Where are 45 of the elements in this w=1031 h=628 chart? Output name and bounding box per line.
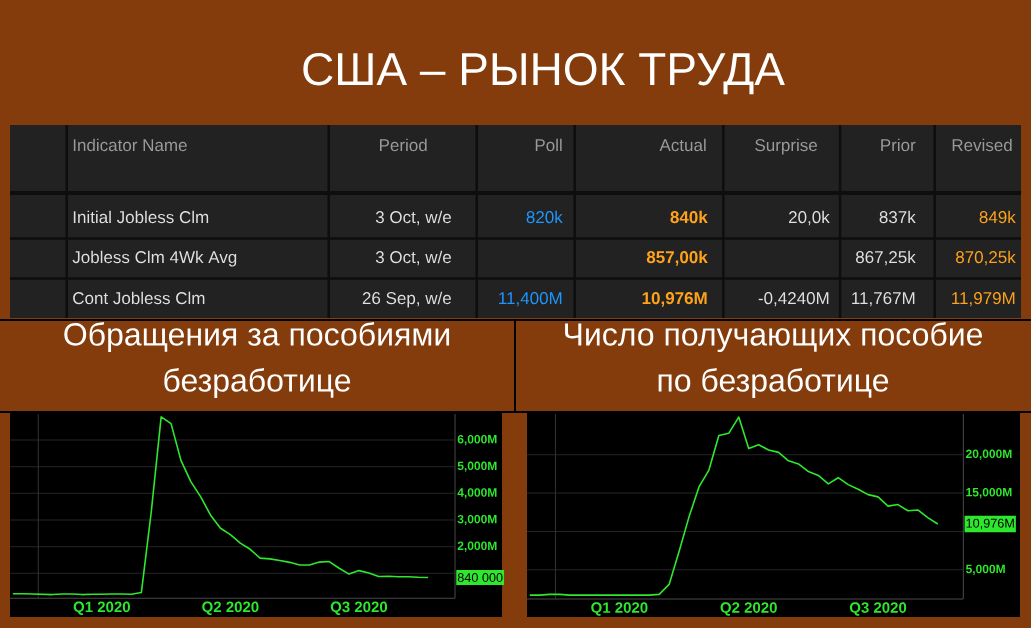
x-tick-label: Q2 2020 [720,602,777,616]
category-label: Prior [881,138,916,152]
text: 11,767M [852,292,915,307]
text: 857,00k [646,250,708,266]
text: 26 Sep, w/e [362,291,451,308]
x-tick-label: Q1 2020 [73,601,130,615]
text: 840 000 [457,573,503,583]
x-tick-label: Q2 2020 [202,601,259,615]
text: 840k [670,210,708,224]
x-tick-label: Q3 2020 [849,602,907,616]
text: 20,0k [789,210,830,226]
text: США – РЫНОК ТРУДА [303,52,785,95]
text: 11,400M [499,292,562,307]
text: 3 Oct, w/e [375,210,451,226]
text: -0,4240M [758,292,829,307]
text: 3 Oct, w/e [375,250,451,266]
chart-title: Обращения за пособиями безработице [64,321,450,399]
text: Initial Jobless Clm [73,210,209,224]
text: 849k [979,210,1016,224]
x-tick-label: Q1 2020 [591,602,648,616]
text: 10,976M [642,292,707,307]
text: 867,25k [855,250,916,266]
y-tick-label: 5,000M [457,461,497,472]
category-label: Poll [535,138,562,152]
category-label: Period [380,138,427,152]
text: 820k [526,210,563,224]
category-label: Indicator Name [73,138,187,152]
text: 870,25k [955,250,1016,266]
y-tick-label: 2,000M [457,541,497,552]
y-tick-label: 6,000M [457,434,497,446]
y-tick-label: 4,000M [457,488,497,499]
text: Jobless Clm 4Wk Avg [72,250,237,267]
text: 11,979M [952,292,1015,307]
y-tick-label: 20,000M [966,449,1012,460]
category-label: Surprise [755,138,817,155]
text: Cont Jobless Clm [73,291,205,305]
text: 10,976M [966,518,1014,530]
y-tick-label: 3,000M [457,514,497,526]
category-label: Revised [952,138,1012,152]
text: 837k [879,210,916,224]
y-tick-label: 15,000M [966,487,1012,499]
y-tick-label: 5,000M [965,564,1005,575]
chart-title: Число получающих пособие по безработице [565,321,983,399]
x-tick-label: Q3 2020 [330,601,388,615]
category-label: Actual [659,138,706,152]
